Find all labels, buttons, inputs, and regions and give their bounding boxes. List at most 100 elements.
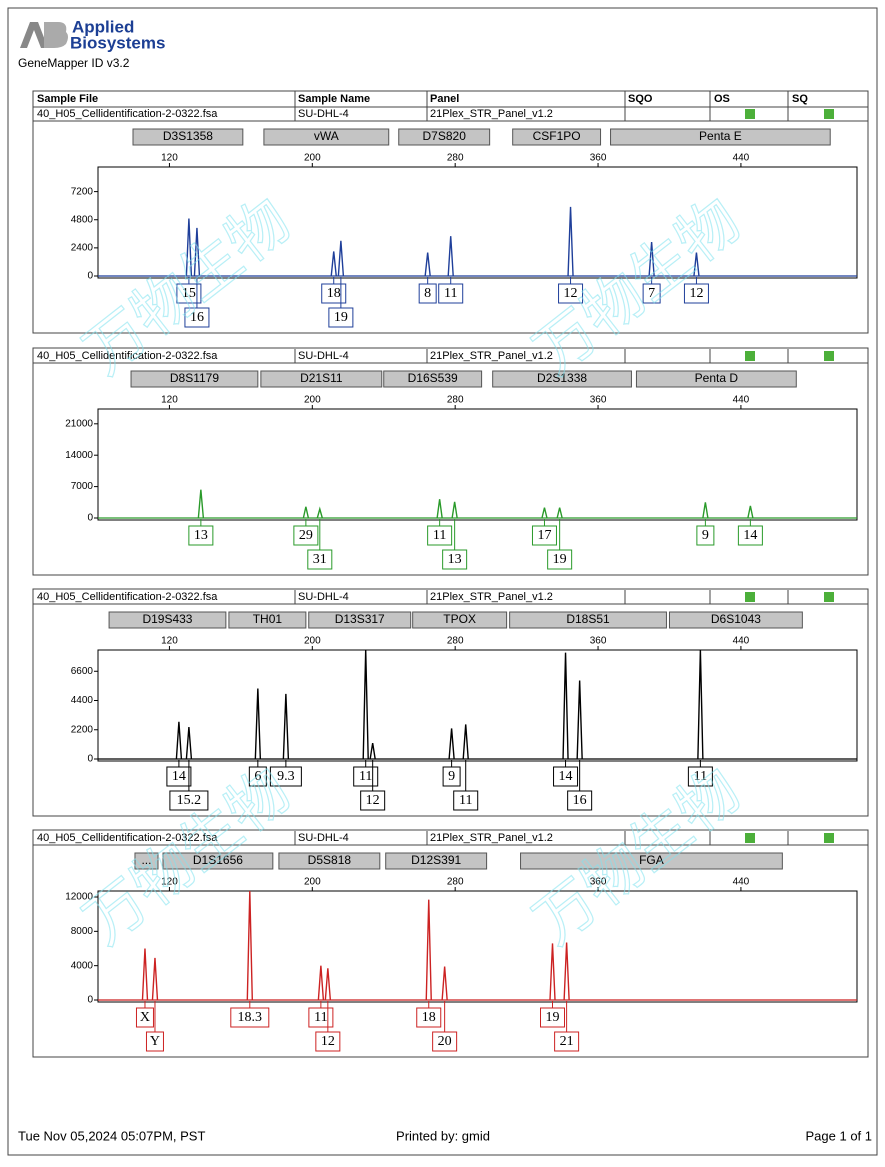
peak <box>448 728 455 760</box>
allele-box <box>737 525 763 546</box>
allele-box <box>554 1031 580 1052</box>
allele-box <box>696 525 715 546</box>
allele-label: 15.2 <box>177 793 202 808</box>
allele-label: 12 <box>321 1034 335 1049</box>
allele-box <box>687 766 713 787</box>
x-tick-label: 200 <box>304 877 321 888</box>
marker-bar <box>130 370 259 388</box>
column-header: SQO <box>628 93 653 105</box>
allele-box <box>248 766 267 787</box>
allele-box <box>145 1031 164 1052</box>
allele-label: 14 <box>172 769 186 784</box>
allele-box <box>184 307 210 328</box>
allele-label: 19 <box>553 552 567 567</box>
x-tick-label: 280 <box>447 395 464 406</box>
x-tick-label: 280 <box>447 877 464 888</box>
brand: Applied <box>72 17 134 36</box>
allele-label: 7 <box>648 286 655 301</box>
marker-bar <box>134 852 159 870</box>
peak <box>369 742 376 760</box>
peak <box>151 957 159 1001</box>
marker-bar <box>668 611 803 629</box>
allele-label: 16 <box>573 793 587 808</box>
marker-bar <box>412 611 508 629</box>
allele-label: 11 <box>314 1010 327 1025</box>
sample-file: 40_H05_Cellidentification-2-0322.fsa <box>37 350 218 362</box>
marker-bar <box>520 852 783 870</box>
sample-file: 40_H05_Cellidentification-2-0322.fsa <box>37 832 218 844</box>
allele-box <box>176 283 202 304</box>
sample-name: SU-DHL-4 <box>298 350 349 362</box>
peak <box>462 724 469 760</box>
sample-name: SU-DHL-4 <box>298 108 349 120</box>
peak <box>141 948 149 1001</box>
peak <box>424 252 431 277</box>
y-tick-label: 12000 <box>65 892 93 903</box>
allele-box <box>642 283 661 304</box>
marker-name: FGA <box>639 853 664 867</box>
allele-box <box>293 525 319 546</box>
y-tick-label: 8000 <box>71 926 94 937</box>
peak <box>337 240 345 277</box>
plot-area <box>97 166 858 279</box>
peak <box>317 965 325 1001</box>
column-header: Sample Name <box>298 93 370 105</box>
peak <box>693 252 700 277</box>
allele-label: 18 <box>422 1010 436 1025</box>
x-tick-label: 280 <box>447 153 464 164</box>
x-tick-label: 360 <box>590 395 607 406</box>
peak <box>316 506 323 519</box>
allele-label: 14 <box>559 769 573 784</box>
footer-date: Tue Nov 05,2024 05:07PM, PST <box>18 1128 205 1143</box>
trace <box>98 891 857 1001</box>
allele-box <box>531 525 557 546</box>
column-header: Sample File <box>37 93 98 105</box>
allele-box <box>540 1007 566 1028</box>
status-icon <box>745 833 755 843</box>
marker-name: D8S1179 <box>170 371 219 385</box>
x-tick-label: 280 <box>447 636 464 647</box>
allele-label: 9.3 <box>277 769 295 784</box>
plot-area <box>97 649 858 762</box>
panel-name: 21Plex_STR_Panel_v1.2 <box>430 591 553 603</box>
panel-box <box>32 347 869 576</box>
allele-box <box>360 790 386 811</box>
marker-name: D3S1358 <box>163 129 213 143</box>
x-tick-label: 120 <box>161 636 178 647</box>
allele-label: Y <box>150 1034 160 1049</box>
marker-bar <box>263 128 390 146</box>
allele-box <box>166 766 192 787</box>
allele-box <box>547 549 573 570</box>
column-header: OS <box>714 93 730 105</box>
allele-label: 8 <box>424 286 431 301</box>
sample-name: SU-DHL-4 <box>298 832 349 844</box>
peak <box>563 942 570 1001</box>
brand: Biosystems <box>70 33 165 52</box>
marker-name: D5S818 <box>308 853 352 867</box>
panel-box <box>32 588 869 817</box>
allele-box <box>230 1007 270 1028</box>
peak <box>185 727 193 760</box>
panel-name: 21Plex_STR_Panel_v1.2 <box>430 832 553 844</box>
allele-box <box>453 790 479 811</box>
panel-box <box>32 829 869 1058</box>
footer-page: Page 1 of 1 <box>806 1128 873 1143</box>
x-tick-label: 120 <box>161 877 178 888</box>
y-tick-label: 7000 <box>71 481 94 492</box>
allele-box <box>353 766 379 787</box>
y-tick-label: 0 <box>87 754 93 765</box>
x-tick-label: 120 <box>161 395 178 406</box>
allele-box <box>442 766 461 787</box>
status-icon <box>824 833 834 843</box>
allele-label: 11 <box>459 793 472 808</box>
allele-label: 6 <box>254 769 261 784</box>
peak <box>747 505 754 519</box>
allele-box <box>427 525 453 546</box>
allele-label: 15 <box>182 286 196 301</box>
column-header: SQ <box>792 93 808 105</box>
peak <box>324 968 332 1001</box>
peak <box>541 507 548 519</box>
peak <box>330 251 337 277</box>
peak <box>562 652 569 760</box>
peak <box>193 227 201 277</box>
